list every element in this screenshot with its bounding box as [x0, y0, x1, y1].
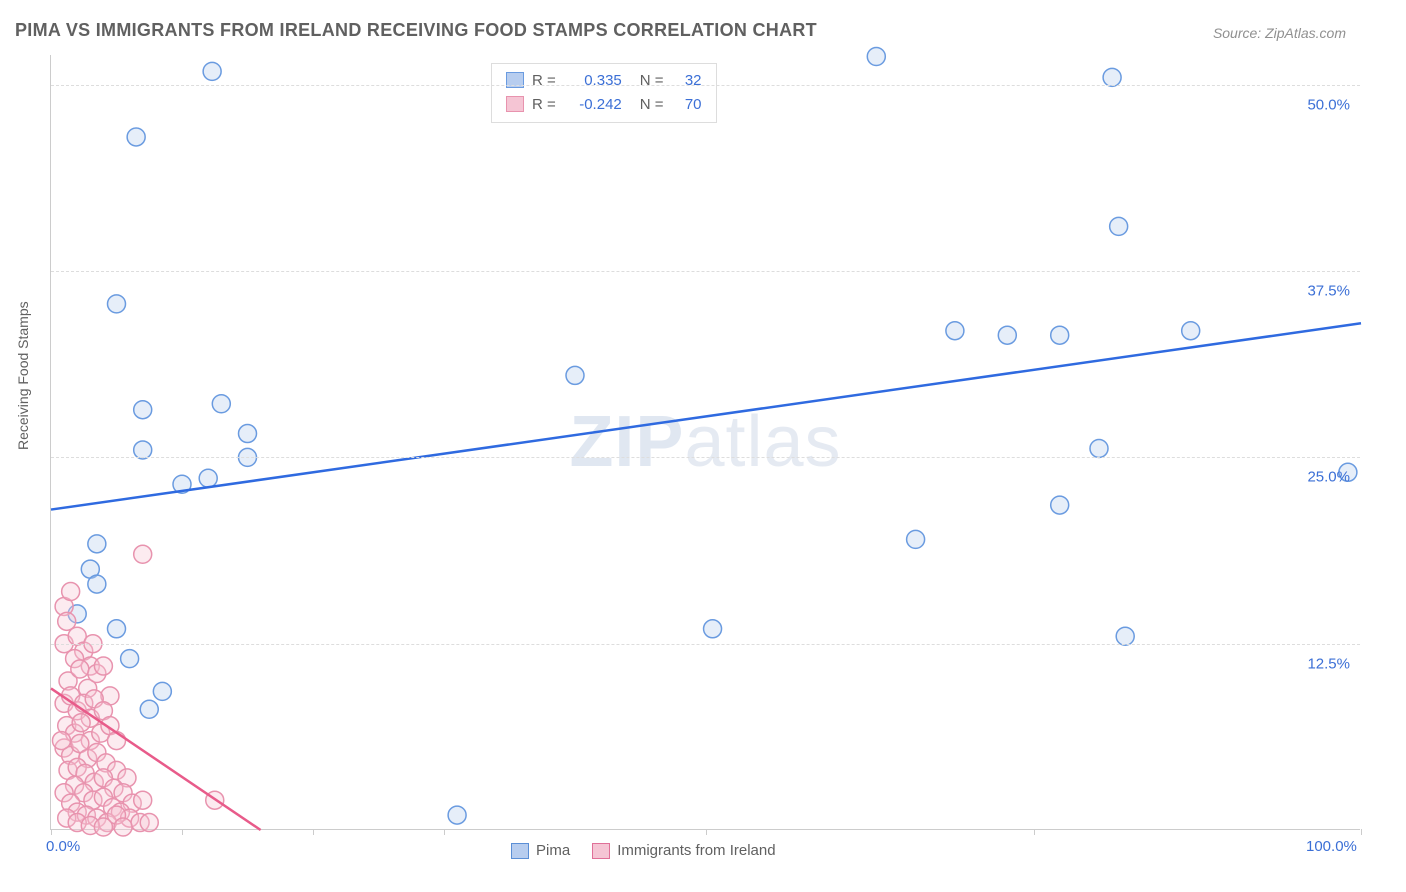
data-point: [199, 469, 217, 487]
data-point: [134, 791, 152, 809]
data-point: [1116, 627, 1134, 645]
x-tick: [1361, 829, 1362, 835]
data-point: [1103, 68, 1121, 86]
data-point: [203, 62, 221, 80]
data-point: [867, 47, 885, 65]
legend-stats: R = 0.335 N = 32 R = -0.242 N = 70: [491, 63, 717, 123]
data-point: [71, 660, 89, 678]
y-tick-label: 37.5%: [1307, 283, 1350, 300]
legend-r-label: R =: [532, 72, 556, 89]
regression-line: [51, 323, 1361, 509]
legend-n-value: 70: [672, 96, 702, 113]
y-axis-label: Receiving Food Stamps: [15, 301, 31, 450]
data-point: [1051, 326, 1069, 344]
legend-item: Immigrants from Ireland: [592, 842, 775, 859]
source-attribution: Source: ZipAtlas.com: [1213, 25, 1346, 41]
gridline: [51, 644, 1360, 645]
data-point: [108, 620, 126, 638]
data-point: [212, 395, 230, 413]
data-point: [127, 128, 145, 146]
data-point: [72, 714, 90, 732]
data-point: [94, 818, 112, 836]
data-point: [1110, 217, 1128, 235]
legend-r-value: -0.242: [564, 96, 622, 113]
data-point: [448, 806, 466, 824]
x-tick-label: 0.0%: [46, 838, 80, 855]
data-point: [140, 814, 158, 832]
y-tick-label: 25.0%: [1307, 469, 1350, 486]
data-point: [140, 700, 158, 718]
y-tick-label: 12.5%: [1307, 655, 1350, 672]
data-point: [94, 657, 112, 675]
legend-n-label: N =: [640, 72, 664, 89]
x-tick: [444, 829, 445, 835]
data-point: [134, 401, 152, 419]
legend-label: Immigrants from Ireland: [617, 842, 775, 859]
data-point: [1051, 496, 1069, 514]
x-tick: [51, 829, 52, 835]
data-point: [946, 322, 964, 340]
data-point: [907, 530, 925, 548]
data-point: [566, 366, 584, 384]
data-point: [134, 441, 152, 459]
data-point: [88, 535, 106, 553]
x-tick: [182, 829, 183, 835]
gridline: [51, 271, 1360, 272]
data-point: [121, 650, 139, 668]
gridline: [51, 85, 1360, 86]
y-tick-label: 50.0%: [1307, 96, 1350, 113]
data-point: [134, 545, 152, 563]
legend-r-label: R =: [532, 96, 556, 113]
data-point: [704, 620, 722, 638]
x-tick: [1034, 829, 1035, 835]
data-point: [239, 425, 257, 443]
data-point: [52, 732, 70, 750]
legend-swatch: [592, 843, 610, 859]
plot-area: ZIPatlas R =0.335N =32R =-0.242N =70 Pim…: [50, 55, 1360, 830]
data-point: [1090, 439, 1108, 457]
chart-title: PIMA VS IMMIGRANTS FROM IRELAND RECEIVIN…: [15, 20, 817, 41]
x-tick: [706, 829, 707, 835]
legend-stat-row: R = 0.335 N = 32: [506, 68, 702, 92]
data-point: [114, 818, 132, 836]
data-point: [62, 583, 80, 601]
data-point: [998, 326, 1016, 344]
legend-swatch: [506, 96, 524, 112]
data-point: [153, 682, 171, 700]
x-tick-label: 100.0%: [1306, 838, 1357, 855]
data-point: [108, 295, 126, 313]
data-point: [88, 575, 106, 593]
legend-series: Pima Immigrants from Ireland: [511, 842, 776, 859]
data-point: [1182, 322, 1200, 340]
chart-svg: [51, 55, 1360, 829]
legend-n-value: 32: [672, 72, 702, 89]
x-tick: [313, 829, 314, 835]
legend-swatch: [511, 843, 529, 859]
legend-stat-row: R = -0.242 N = 70: [506, 92, 702, 116]
data-point: [108, 732, 126, 750]
legend-r-value: 0.335: [564, 72, 622, 89]
gridline: [51, 457, 1360, 458]
legend-label: Pima: [536, 842, 570, 859]
correlation-chart: PIMA VS IMMIGRANTS FROM IRELAND RECEIVIN…: [0, 0, 1406, 892]
legend-n-label: N =: [640, 96, 664, 113]
legend-item: Pima: [511, 842, 570, 859]
